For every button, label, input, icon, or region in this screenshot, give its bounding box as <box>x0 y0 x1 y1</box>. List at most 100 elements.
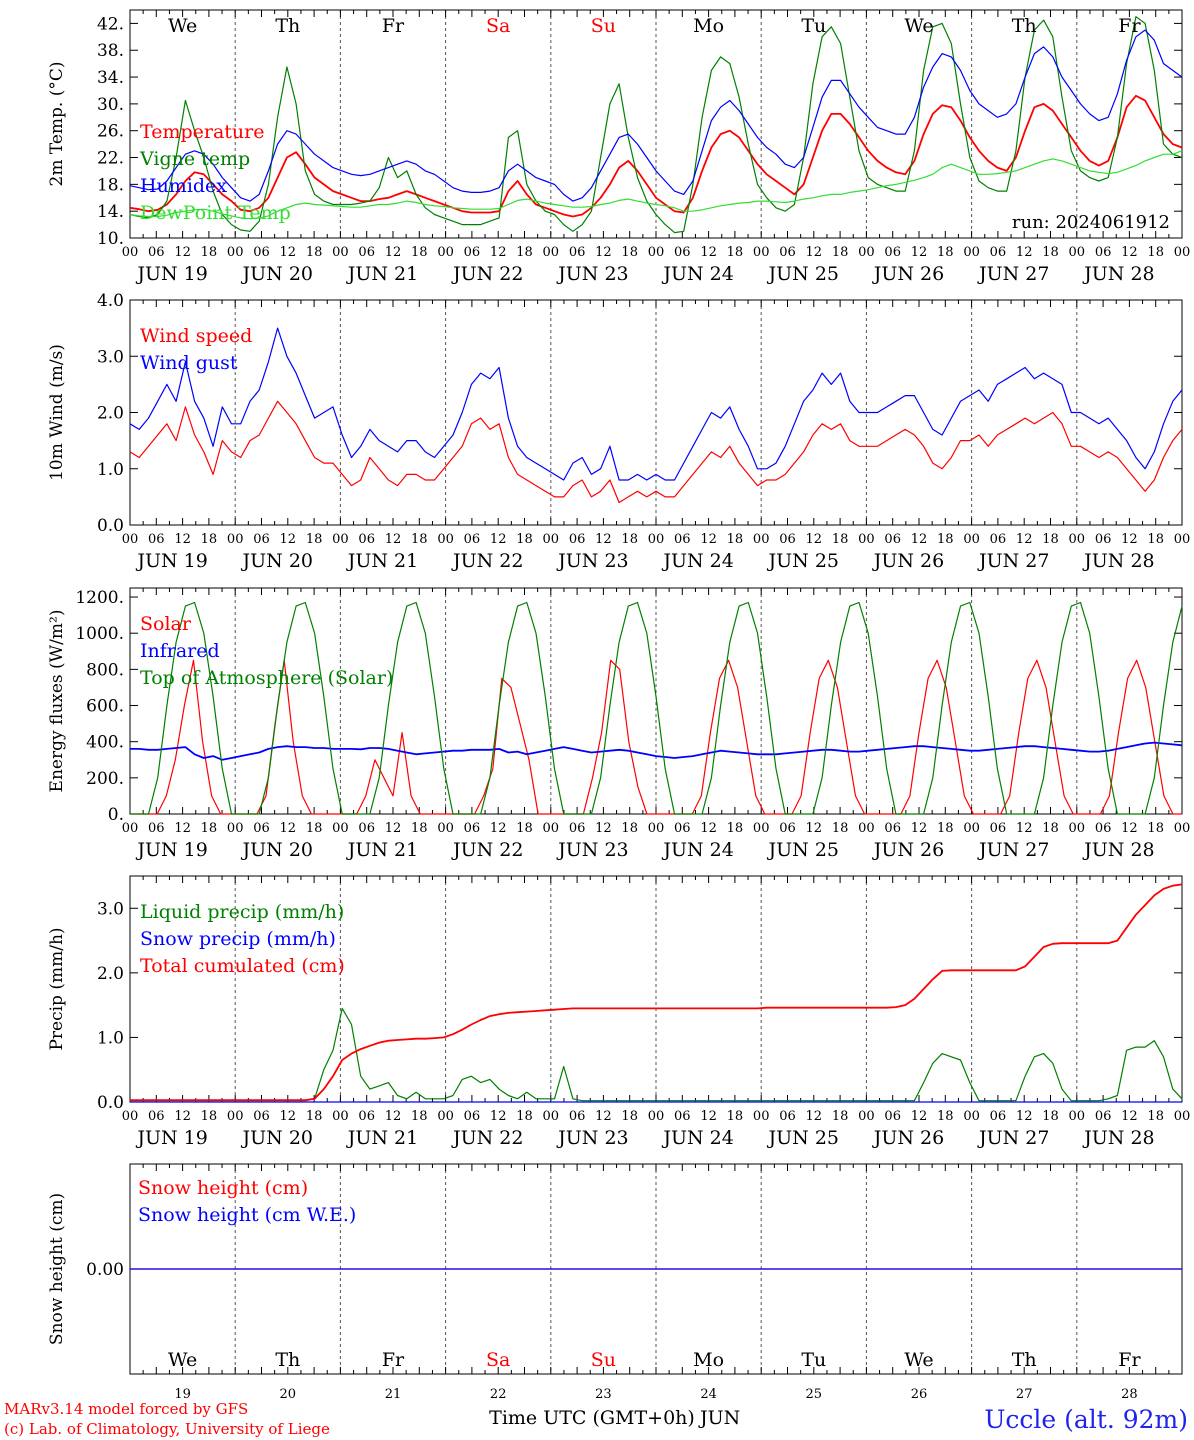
hour-tick-label: 06 <box>674 245 691 260</box>
hour-tick-label: 06 <box>1095 245 1112 260</box>
hour-tick-label: 12 <box>595 532 612 547</box>
day-name-label: Fr <box>382 1349 405 1371</box>
series-line <box>129 327 1183 481</box>
date-label: JUN 25 <box>767 839 839 861</box>
y-tick-label: 800. <box>86 660 124 680</box>
hour-tick-label: 18 <box>201 532 218 547</box>
hour-tick-label: 06 <box>884 532 901 547</box>
hour-tick-label: 06 <box>884 821 901 836</box>
hour-tick-label: 00 <box>122 821 139 836</box>
hour-tick-label: 00 <box>543 245 560 260</box>
hour-tick-label: 00 <box>437 532 454 547</box>
day-number-label: 27 <box>1016 1387 1033 1402</box>
day-number-label: 23 <box>595 1387 612 1402</box>
legend-entry: Liquid precip (mm/h) <box>140 901 344 923</box>
y-tick-label: 3.0 <box>97 347 124 367</box>
hour-tick-label: 12 <box>490 1109 507 1124</box>
y-axis-label: Energy fluxes (W/m²) <box>47 610 67 793</box>
y-tick-label: 1000. <box>75 624 124 644</box>
y-tick-label: 10. <box>97 229 124 249</box>
date-label: JUN 24 <box>661 1127 733 1149</box>
date-label: JUN 20 <box>241 839 313 861</box>
series-line <box>129 150 1183 220</box>
series-line <box>129 400 1183 504</box>
hour-tick-label: 12 <box>1016 532 1033 547</box>
credit-line-2: (c) Lab. of Climatology, University of L… <box>4 1420 330 1438</box>
date-label: JUN 21 <box>346 263 418 285</box>
day-number-label: 28 <box>1121 1387 1138 1402</box>
date-label: JUN 21 <box>346 839 418 861</box>
hour-tick-label: 12 <box>1121 532 1138 547</box>
hour-tick-label: 18 <box>621 1109 638 1124</box>
date-label: JUN 24 <box>661 263 733 285</box>
date-label: JUN 21 <box>346 1127 418 1149</box>
hour-tick-label: 00 <box>227 1109 244 1124</box>
hour-tick-label: 06 <box>569 1109 586 1124</box>
hour-tick-label: 06 <box>674 1109 691 1124</box>
series-line <box>130 659 1182 815</box>
legend-entry: Temperature <box>140 121 264 143</box>
hour-tick-label: 00 <box>1069 245 1086 260</box>
y-tick-label: 0.0 <box>97 1093 124 1113</box>
day-name-label: Fr <box>1118 1349 1141 1371</box>
hour-tick-label: 18 <box>621 245 638 260</box>
series-line <box>129 16 1183 234</box>
y-tick-label: 22. <box>97 149 124 169</box>
day-name-label: We <box>168 1349 197 1371</box>
hour-tick-label: 18 <box>1042 532 1059 547</box>
hour-tick-label: 18 <box>727 1109 744 1124</box>
legend-entry: DewPoint Temp <box>140 202 291 224</box>
hour-tick-label: 18 <box>832 532 849 547</box>
y-tick-label: 0. <box>108 805 124 825</box>
hour-tick-label: 06 <box>884 1109 901 1124</box>
hour-tick-label: 06 <box>148 821 165 836</box>
hour-tick-label: 00 <box>543 821 560 836</box>
hour-tick-label: 00 <box>332 245 349 260</box>
hour-tick-label: 12 <box>1016 245 1033 260</box>
hour-tick-label: 00 <box>648 532 665 547</box>
day-name-label: Mo <box>693 1349 724 1371</box>
date-label: JUN 19 <box>135 1127 207 1149</box>
date-label: JUN 28 <box>1082 263 1154 285</box>
hour-tick-label: 12 <box>1016 821 1033 836</box>
hour-tick-label: 12 <box>1121 1109 1138 1124</box>
day-number-label: 22 <box>490 1387 507 1402</box>
day-name-label: Th <box>275 1349 300 1371</box>
date-label: JUN 28 <box>1082 550 1154 572</box>
y-axis-label: Snow height (cm) <box>47 1193 67 1345</box>
hour-tick-label: 00 <box>1174 532 1191 547</box>
legend-entry: Wind gust <box>140 352 238 374</box>
hour-tick-label: 18 <box>937 245 954 260</box>
day-name-label: Sa <box>486 1349 510 1371</box>
hour-tick-label: 18 <box>306 532 323 547</box>
y-tick-label: 14. <box>97 202 124 222</box>
hour-tick-label: 00 <box>858 245 875 260</box>
hour-tick-label: 12 <box>806 821 823 836</box>
y-tick-label: 1200. <box>75 588 124 608</box>
hour-tick-label: 18 <box>411 1109 428 1124</box>
hour-tick-label: 00 <box>1069 532 1086 547</box>
hour-tick-label: 00 <box>753 245 770 260</box>
hour-tick-label: 00 <box>543 1109 560 1124</box>
day-name-label: We <box>904 1349 933 1371</box>
hour-tick-label: 18 <box>516 1109 533 1124</box>
hour-tick-label: 18 <box>306 821 323 836</box>
hour-tick-label: 12 <box>280 1109 297 1124</box>
date-label: JUN 27 <box>977 263 1049 285</box>
hour-tick-label: 18 <box>937 1109 954 1124</box>
hour-tick-label: 18 <box>1147 821 1164 836</box>
hour-tick-label: 00 <box>437 245 454 260</box>
hour-tick-label: 00 <box>858 1109 875 1124</box>
hour-tick-label: 12 <box>700 245 717 260</box>
hour-tick-label: 00 <box>122 1109 139 1124</box>
date-label: JUN 22 <box>451 263 523 285</box>
hour-tick-label: 12 <box>174 532 191 547</box>
hour-tick-label: 00 <box>1174 1109 1191 1124</box>
hour-tick-label: 18 <box>727 821 744 836</box>
date-label: JUN 25 <box>767 550 839 572</box>
date-label: JUN 22 <box>451 1127 523 1149</box>
hour-tick-label: 06 <box>358 532 375 547</box>
hour-tick-label: 06 <box>148 245 165 260</box>
hour-tick-label: 06 <box>358 821 375 836</box>
